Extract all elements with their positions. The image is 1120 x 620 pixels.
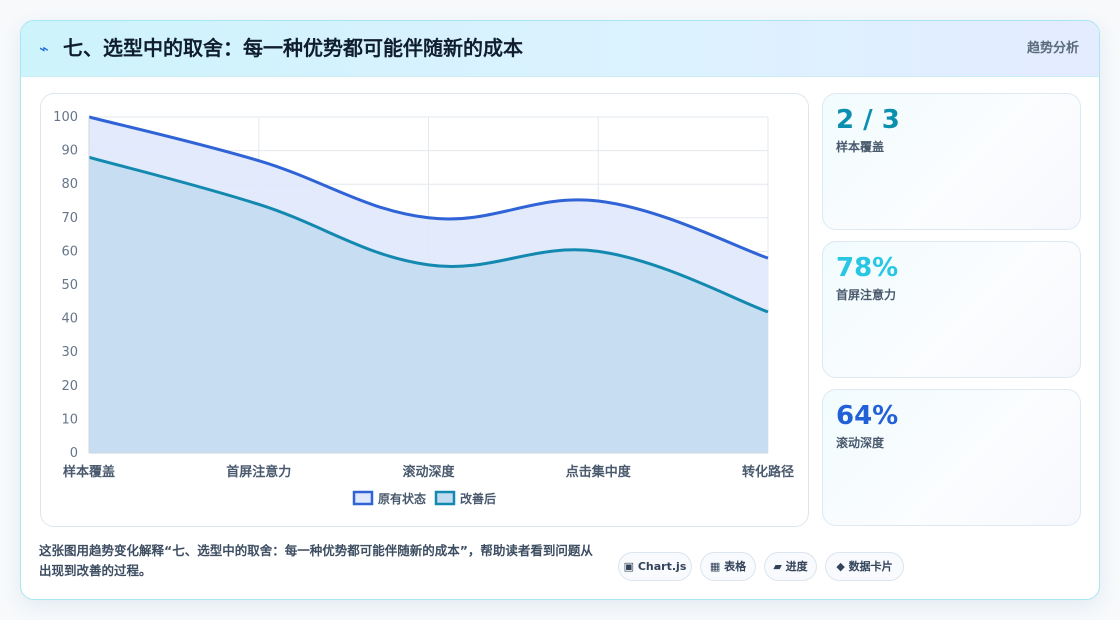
x-tick-label: 样本覆盖 — [63, 464, 115, 480]
legend-label: 改善后 — [460, 491, 496, 506]
x-tick-label: 点击集中度 — [566, 464, 632, 480]
stat-label: 样本覆盖 — [836, 140, 885, 154]
section-tag: 趋势分析 — [1026, 41, 1079, 56]
pulse-icon: ⌁ — [39, 39, 49, 58]
stat-label: 首屏注意力 — [836, 288, 897, 302]
legend-swatch — [434, 490, 456, 506]
pill-data-card[interactable]: ◆ 数据卡片 — [825, 552, 904, 581]
pill-label: Chart.js — [637, 560, 687, 573]
y-tick-label: 50 — [61, 278, 78, 293]
report-card: ⌁ 七、选型中的取舍：每一种优势都可能伴随新的成本 趋势分析 0 10 20 30 40… — [20, 20, 1100, 600]
x-tick-label: 首屏注意力 — [226, 464, 291, 480]
series-area-1 — [89, 157, 768, 453]
pill-label: 进度 — [785, 560, 808, 573]
pill-label: 数据卡片 — [848, 560, 893, 573]
series-line-0 — [88, 115, 769, 260]
area-chart: 0 10 20 30 40 50 60 70 80 90 100 样本覆盖 首屏注意力 滚动深度 点击集中度… — [53, 110, 794, 506]
card-header: ⌁ 七、选型中的取舍：每一种优势都可能伴随新的成本 趋势分析 — [21, 21, 1099, 77]
y-tick-label: 30 — [61, 345, 78, 360]
diamond-icon: ◆ — [836, 560, 845, 573]
stat-card-attention: 78% 首屏注意力 — [822, 241, 1081, 378]
pill-chartjs[interactable]: ▣ Chart.js — [618, 552, 692, 581]
y-tick-label: 100 — [53, 110, 78, 125]
series-line-1 — [88, 155, 769, 314]
stat-value: 2 / 3 — [836, 105, 900, 135]
stat-card-coverage: 2 / 3 样本覆盖 — [822, 93, 1081, 230]
y-tick-label: 60 — [61, 244, 78, 259]
stat-value: 64% — [836, 401, 899, 431]
y-tick-label: 90 — [61, 144, 78, 159]
stat-card-scroll: 64% 滚动深度 — [822, 389, 1081, 526]
y-tick-label: 40 — [61, 312, 78, 327]
stat-label: 滚动深度 — [836, 436, 885, 450]
y-tick-label: 10 — [61, 412, 78, 427]
x-tick-label: 转化路径 — [742, 464, 794, 480]
y-tick-label: 0 — [70, 446, 78, 461]
pill-label: 表格 — [724, 560, 747, 573]
y-tick-label: 70 — [61, 211, 78, 226]
pill-progress[interactable]: ▰ 进度 — [764, 552, 817, 581]
y-tick-label: 20 — [61, 379, 78, 394]
x-tick-label: 滚动深度 — [402, 464, 455, 480]
chart-description: 这张图用趋势变化解释“七、选型中的取舍：每一种优势都可能伴随新的成本”，帮助读者… — [39, 543, 593, 578]
legend-swatch — [352, 490, 374, 506]
y-tick-label: 80 — [61, 177, 78, 192]
pill-table[interactable]: ▦ 表格 — [700, 552, 756, 581]
page-title: 七、选型中的取舍：每一种优势都可能伴随新的成本 — [63, 36, 523, 60]
progress-icon: ▰ — [773, 560, 782, 573]
chart-panel: 0 10 20 30 40 50 60 70 80 90 100 样本覆盖 首屏注意力 滚动深度 点击集中度… — [40, 93, 809, 527]
stat-value: 78% — [836, 253, 899, 283]
legend-label: 原有状态 — [378, 491, 426, 506]
table-icon: ▦ — [709, 560, 721, 573]
chart-icon: ▣ — [623, 560, 635, 573]
